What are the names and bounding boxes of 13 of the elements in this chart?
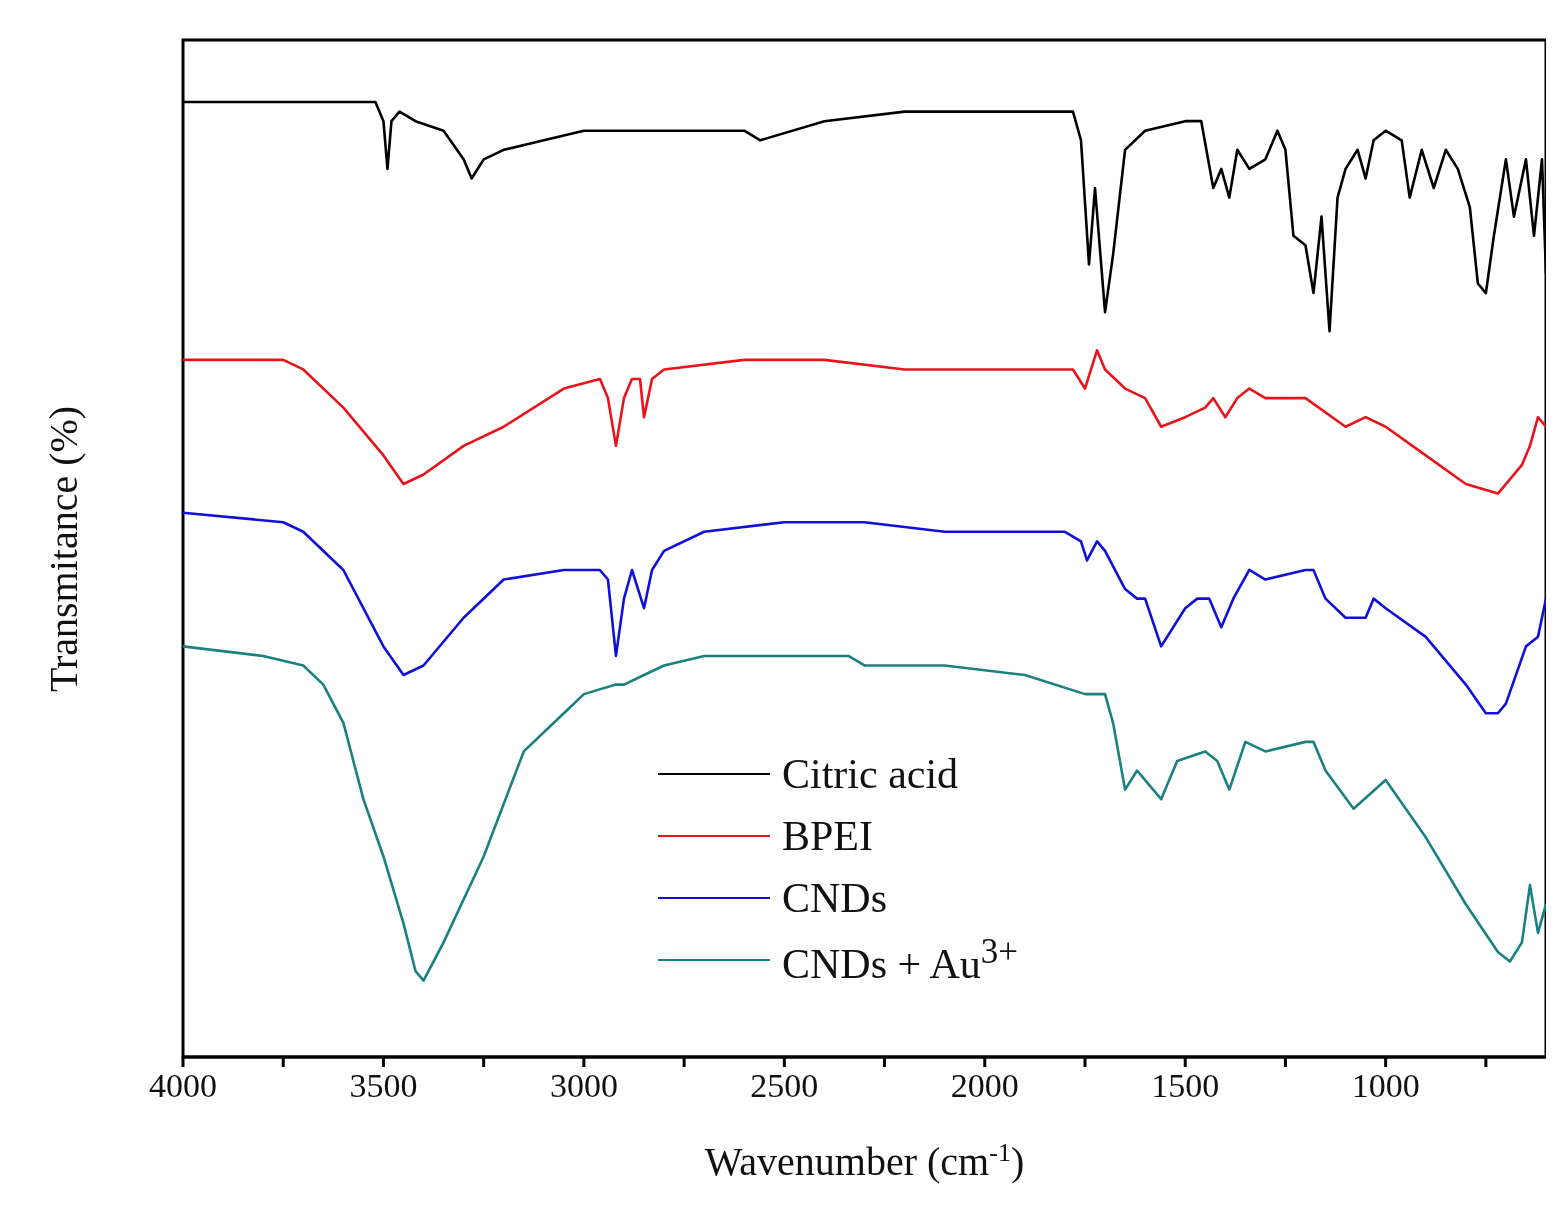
legend-label: BPEI: [782, 812, 874, 860]
legend-label: CNDs + Au$^{3+}$: [782, 932, 1018, 988]
legend-label: CNDs: [782, 874, 888, 922]
x-tick-label: 1500: [1151, 1067, 1220, 1105]
x-tick-label: 3500: [349, 1067, 418, 1105]
x-tick-label: 4000: [149, 1067, 217, 1105]
x-tick-label: 3000: [549, 1067, 618, 1105]
x-tick-label: 2000: [950, 1067, 1019, 1105]
y-axis-title: Transmitance (%): [39, 405, 87, 692]
legend-label: Citric acid: [782, 750, 959, 798]
x-axis-title: Wavenumber (cm$^{-1}$): [704, 1137, 1025, 1184]
x-tick-label: 2500: [750, 1067, 819, 1105]
x-tick-label: 1000: [1351, 1067, 1420, 1105]
